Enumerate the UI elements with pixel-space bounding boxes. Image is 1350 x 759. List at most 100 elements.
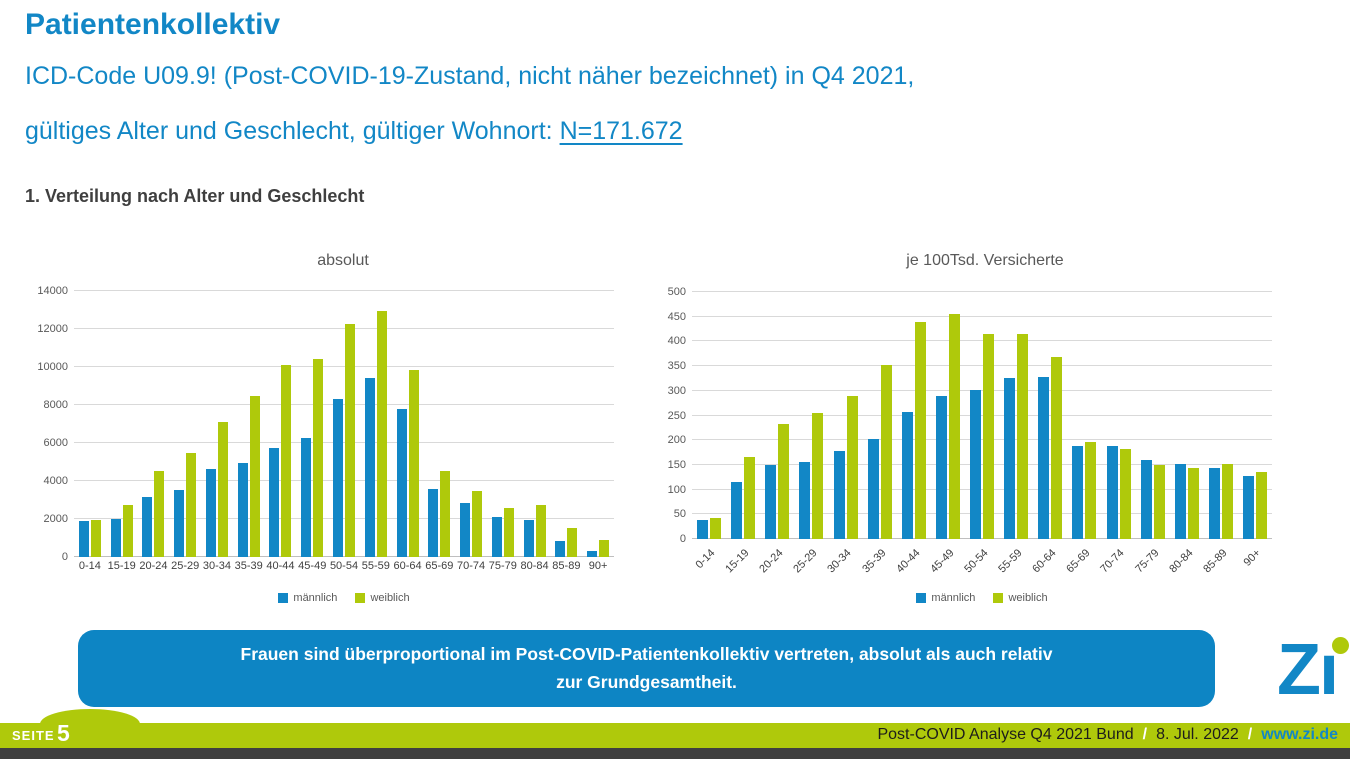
bar-männlich-25-29 [174, 489, 185, 557]
bar-weiblich-60-64 [408, 369, 419, 557]
bar-weiblich-20-24 [778, 423, 790, 539]
bar-group-15-19 [106, 504, 138, 557]
bar-männlich-0-14 [78, 520, 89, 557]
bar-männlich-85-89 [1208, 468, 1220, 539]
x-tick-cell: 50-54 [962, 541, 999, 593]
bar-weiblich-0-14 [90, 519, 101, 557]
bar-group-35-39 [233, 396, 265, 557]
chart-title: je 100Tsd. Versicherte [906, 252, 1064, 269]
bar-group-40-44 [897, 321, 931, 539]
gridline [692, 389, 1272, 391]
bar-weiblich-75-79 [503, 507, 514, 557]
x-tick-label: 40-44 [266, 560, 295, 572]
x-tick-label: 60-64 [393, 560, 422, 572]
x-tick-cell: 15-19 [106, 560, 138, 576]
bar-group-85-89 [550, 527, 582, 557]
bar-weiblich-75-79 [1153, 465, 1165, 539]
bar-männlich-80-84 [1174, 464, 1186, 539]
bar-group-90+ [582, 540, 614, 557]
bar-männlich-60-64 [396, 408, 407, 557]
y-tick-label: 450 [667, 310, 686, 323]
zi-logo-z: Z [1277, 630, 1321, 710]
bar-weiblich-30-34 [217, 422, 228, 557]
x-tick-cell: 30-34 [201, 560, 233, 576]
bar-weiblich-65-69 [440, 470, 451, 557]
x-tick-label: 70-74 [1098, 547, 1128, 576]
bar-group-90+ [1238, 472, 1272, 539]
subtitle-line-1: ICD-Code U09.9! (Post-COVID-19-Zustand, … [25, 62, 915, 90]
y-tick-label: 6000 [43, 437, 68, 449]
footer-date: 8. Jul. 2022 [1156, 726, 1239, 743]
x-tick-label: 65-69 [1064, 547, 1093, 576]
y-tick-label: 12000 [37, 323, 68, 335]
gridline [74, 290, 614, 291]
bar-weiblich-0-14 [710, 518, 722, 539]
bar-group-20-24 [760, 423, 794, 539]
y-tick-label: 150 [667, 458, 686, 471]
footer-separator-2: / [1247, 726, 1253, 743]
bar-group-0-14 [692, 518, 726, 539]
x-tick-cell: 20-24 [138, 560, 170, 576]
x-tick-label: 15-19 [723, 547, 752, 576]
bar-weiblich-25-29 [812, 412, 824, 539]
bar-weiblich-80-84 [535, 504, 546, 557]
y-tick-label: 400 [667, 335, 686, 348]
y-tick-label: 100 [667, 483, 686, 496]
bar-weiblich-45-49 [313, 359, 324, 557]
gridline [692, 315, 1272, 317]
x-tick-label: 90+ [588, 560, 608, 572]
chart-plot-area: 0 2000 4000 6000 8000 10000 12000 14000 [37, 285, 614, 563]
bar-group-30-34 [829, 396, 863, 539]
n-count-link[interactable]: N=171.672 [559, 117, 683, 145]
bar-weiblich-55-59 [1017, 334, 1029, 539]
legend-swatch [993, 593, 1004, 603]
legend-swatch [916, 593, 927, 603]
x-tick-cell: 45-49 [928, 541, 965, 593]
bar-männlich-50-54 [333, 399, 343, 557]
x-tick-label: 30-34 [825, 547, 855, 576]
x-tick-cell: 85-89 [1201, 541, 1238, 593]
y-tick-label: 4000 [43, 475, 68, 487]
footer-bar [0, 723, 1350, 748]
bar-weiblich-15-19 [744, 456, 756, 539]
x-tick-cell: 65-69 [1064, 541, 1101, 593]
x-tick-cell: 70-74 [1098, 541, 1136, 593]
x-tick-cell: 75-79 [1133, 541, 1170, 593]
x-tick-cell: 80-84 [1166, 541, 1204, 593]
gridline [74, 442, 614, 443]
x-tick-label: 15-19 [107, 560, 136, 572]
bar-group-60-64 [392, 369, 424, 557]
x-tick-cell: 90+ [582, 560, 614, 576]
x-tick-label: 80-84 [1166, 547, 1196, 576]
y-tick-label: 350 [667, 360, 686, 373]
x-tick-label: 40-44 [893, 547, 923, 576]
x-tick-label: 75-79 [488, 560, 517, 572]
x-tick-label: 35-39 [859, 547, 889, 576]
x-axis-labels: 0-14 15-19 20-24 25-29 30-34 35-39 40-44 45-49 5… [74, 560, 614, 576]
x-tick-cell: 0-14 [692, 541, 726, 593]
bar-männlich-20-24 [142, 497, 153, 557]
bar-männlich-85-89 [555, 540, 566, 557]
bar-group-75-79 [487, 507, 519, 557]
bar-männlich-50-54 [970, 389, 982, 539]
bar-weiblich-45-49 [948, 313, 960, 539]
footer-website-link[interactable]: www.zi.de [1261, 726, 1338, 743]
gridline [74, 366, 614, 367]
legend-label: weiblich [1008, 592, 1048, 604]
x-tick-cell: 25-29 [792, 541, 828, 593]
x-tick-cell: 15-19 [723, 541, 760, 593]
chart-legend: männlich weiblich [74, 592, 614, 604]
bar-männlich-70-74 [460, 502, 471, 557]
x-tick-cell: 60-64 [392, 560, 424, 576]
legend-swatch [278, 593, 289, 603]
bar-männlich-45-49 [935, 395, 947, 539]
x-tick-label: 90+ [1241, 547, 1264, 569]
bar-weiblich-15-19 [122, 504, 133, 557]
bar-group-25-29 [794, 412, 828, 539]
legend-label: männlich [931, 592, 976, 604]
bar-weiblich-60-64 [1051, 357, 1063, 539]
x-tick-label: 55-59 [996, 547, 1025, 576]
gridline [74, 404, 614, 405]
y-tick-label: 0 [61, 551, 68, 563]
